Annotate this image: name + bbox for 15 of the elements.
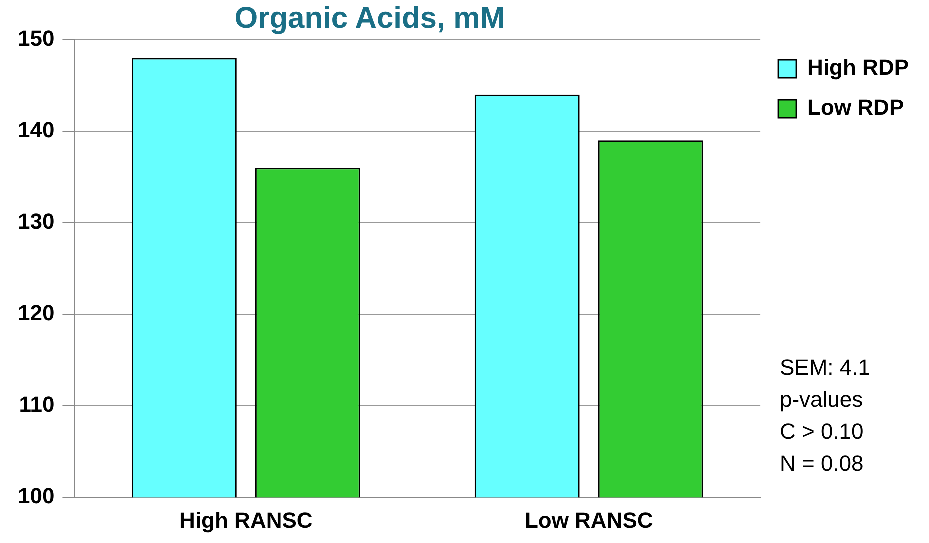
text: N = 0.08	[780, 450, 865, 478]
text: p-values	[780, 386, 864, 414]
y-tick-label: 140	[18, 118, 55, 143]
y-tick-label: 100	[18, 484, 55, 509]
y-tick-label: 110	[19, 392, 55, 418]
y-tick-label: 120	[18, 300, 55, 326]
x-tick-label: Low RANSC	[524, 508, 654, 533]
text: C > 0.10	[780, 418, 865, 446]
y-tick-label: 130	[18, 209, 55, 234]
y-tick-label: 150	[18, 26, 55, 52]
legend-label: High RDP	[808, 55, 910, 80]
text: SEM: 4.1	[780, 354, 870, 382]
x-tick-label: High RANSC	[180, 508, 313, 533]
legend-label: Low RDP	[808, 95, 904, 120]
chart-title: Organic Acids, mM	[234, 2, 506, 35]
